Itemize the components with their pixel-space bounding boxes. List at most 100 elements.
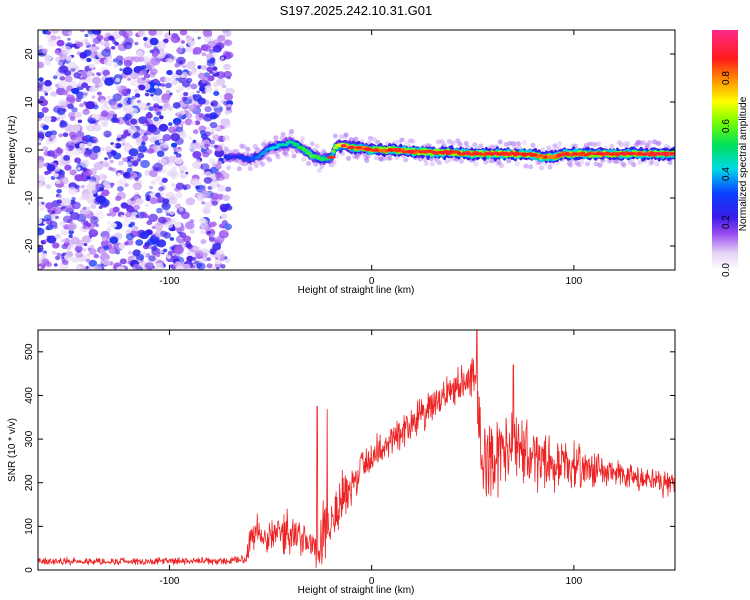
- x-tick-label: -100: [159, 276, 179, 287]
- noise-blob: [220, 118, 231, 127]
- noise-blob: [86, 253, 91, 258]
- noise-blob: [141, 65, 147, 70]
- noise-blob: [222, 135, 230, 142]
- noise-blob: [194, 250, 204, 258]
- ridge-halo: [429, 161, 435, 167]
- noise-blob: [103, 58, 114, 67]
- ridge-halo: [423, 160, 429, 166]
- noise-blob: [119, 68, 123, 71]
- ridge-halo: [354, 154, 360, 160]
- ridge-peak: [619, 152, 626, 156]
- noise-blob: [46, 235, 51, 240]
- noise-blob: [144, 92, 150, 97]
- noise-blob: [126, 167, 133, 173]
- ridge-peak: [355, 146, 363, 150]
- noise-blob: [64, 124, 74, 132]
- noise-blob: [175, 265, 185, 270]
- ridge-halo: [459, 158, 464, 164]
- noise-blob: [165, 82, 172, 89]
- noise-blob: [188, 95, 194, 100]
- ridge-peak: [603, 152, 612, 156]
- ridge-peak: [513, 152, 521, 156]
- noise-blob: [207, 186, 212, 190]
- noise-blob: [46, 34, 51, 39]
- noise-blob: [43, 115, 52, 123]
- noise-blob: [64, 75, 73, 83]
- noise-blob: [46, 31, 52, 35]
- noise-blob: [155, 233, 160, 238]
- noise-blob: [101, 236, 107, 242]
- ridge-halo: [478, 143, 484, 149]
- ridge-halo: [273, 135, 279, 141]
- ridge-halo: [422, 156, 428, 162]
- noise-blob: [38, 175, 46, 182]
- noise-blob: [93, 161, 104, 171]
- noise-blob: [38, 61, 45, 69]
- noise-blob: [49, 116, 57, 123]
- noise-blob: [122, 32, 129, 38]
- noise-blob: [164, 32, 174, 40]
- noise-blob: [49, 214, 58, 221]
- ridge-halo: [434, 158, 440, 164]
- ridge-halo: [631, 162, 637, 168]
- noise-blob: [206, 53, 213, 59]
- y-tick-label: 400: [24, 387, 35, 404]
- noise-blob: [60, 239, 65, 243]
- noise-blob: [93, 137, 98, 141]
- ridge-halo: [522, 140, 527, 146]
- noise-blob: [109, 236, 119, 244]
- noise-blob: [63, 155, 71, 161]
- noise-blob: [153, 78, 159, 84]
- noise-blob: [144, 55, 149, 60]
- ridge-halo: [485, 158, 491, 164]
- noise-blob: [223, 93, 233, 101]
- noise-blob: [151, 165, 157, 170]
- noise-blob: [41, 107, 49, 113]
- noise-blob: [138, 145, 148, 153]
- y-tick-label: -20: [24, 238, 35, 253]
- ridge-halo: [338, 134, 344, 140]
- noise-blob: [87, 180, 97, 188]
- ridge-halo: [574, 160, 580, 166]
- noise-blob: [204, 226, 212, 232]
- noise-blob: [174, 157, 184, 165]
- noise-blob: [160, 230, 168, 237]
- noise-blob: [201, 79, 207, 84]
- ridge-halo: [579, 159, 585, 165]
- ridge-halo: [634, 140, 640, 146]
- noise-blob: [65, 55, 73, 62]
- noise-blob: [136, 99, 142, 104]
- noise-blob: [173, 245, 184, 255]
- ridge-halo: [557, 141, 563, 147]
- ridge-halo: [332, 133, 338, 139]
- noise-blob: [56, 189, 62, 194]
- noise-blob: [56, 199, 62, 204]
- ridge-halo: [539, 165, 544, 171]
- y-tick-label: -10: [24, 190, 35, 205]
- noise-blob: [82, 91, 89, 96]
- snr-y-label: SNR (10 * v/v): [7, 418, 18, 482]
- noise-blob: [130, 197, 135, 201]
- noise-blob: [129, 107, 135, 112]
- noise-blob: [130, 118, 138, 125]
- ridge-peak: [472, 152, 483, 156]
- noise-blob: [219, 94, 225, 99]
- noise-blob: [114, 41, 120, 46]
- noise-blob: [55, 215, 59, 219]
- noise-blob: [126, 94, 131, 98]
- noise-blob: [168, 196, 178, 205]
- noise-blob: [75, 239, 85, 247]
- noise-blob: [122, 171, 132, 179]
- noise-blob: [38, 246, 42, 251]
- noise-blob: [43, 214, 52, 222]
- noise-blob: [216, 266, 220, 270]
- noise-blob: [162, 248, 168, 253]
- ridge-halo: [343, 132, 349, 138]
- noise-blob: [198, 258, 205, 264]
- noise-blob: [57, 80, 67, 89]
- colorbar-axis: 0.0 0.2 0.4 0.6 0.8: [721, 71, 732, 277]
- noise-blob: [102, 259, 111, 266]
- ridge-halo: [473, 162, 479, 167]
- noise-blob: [161, 168, 167, 174]
